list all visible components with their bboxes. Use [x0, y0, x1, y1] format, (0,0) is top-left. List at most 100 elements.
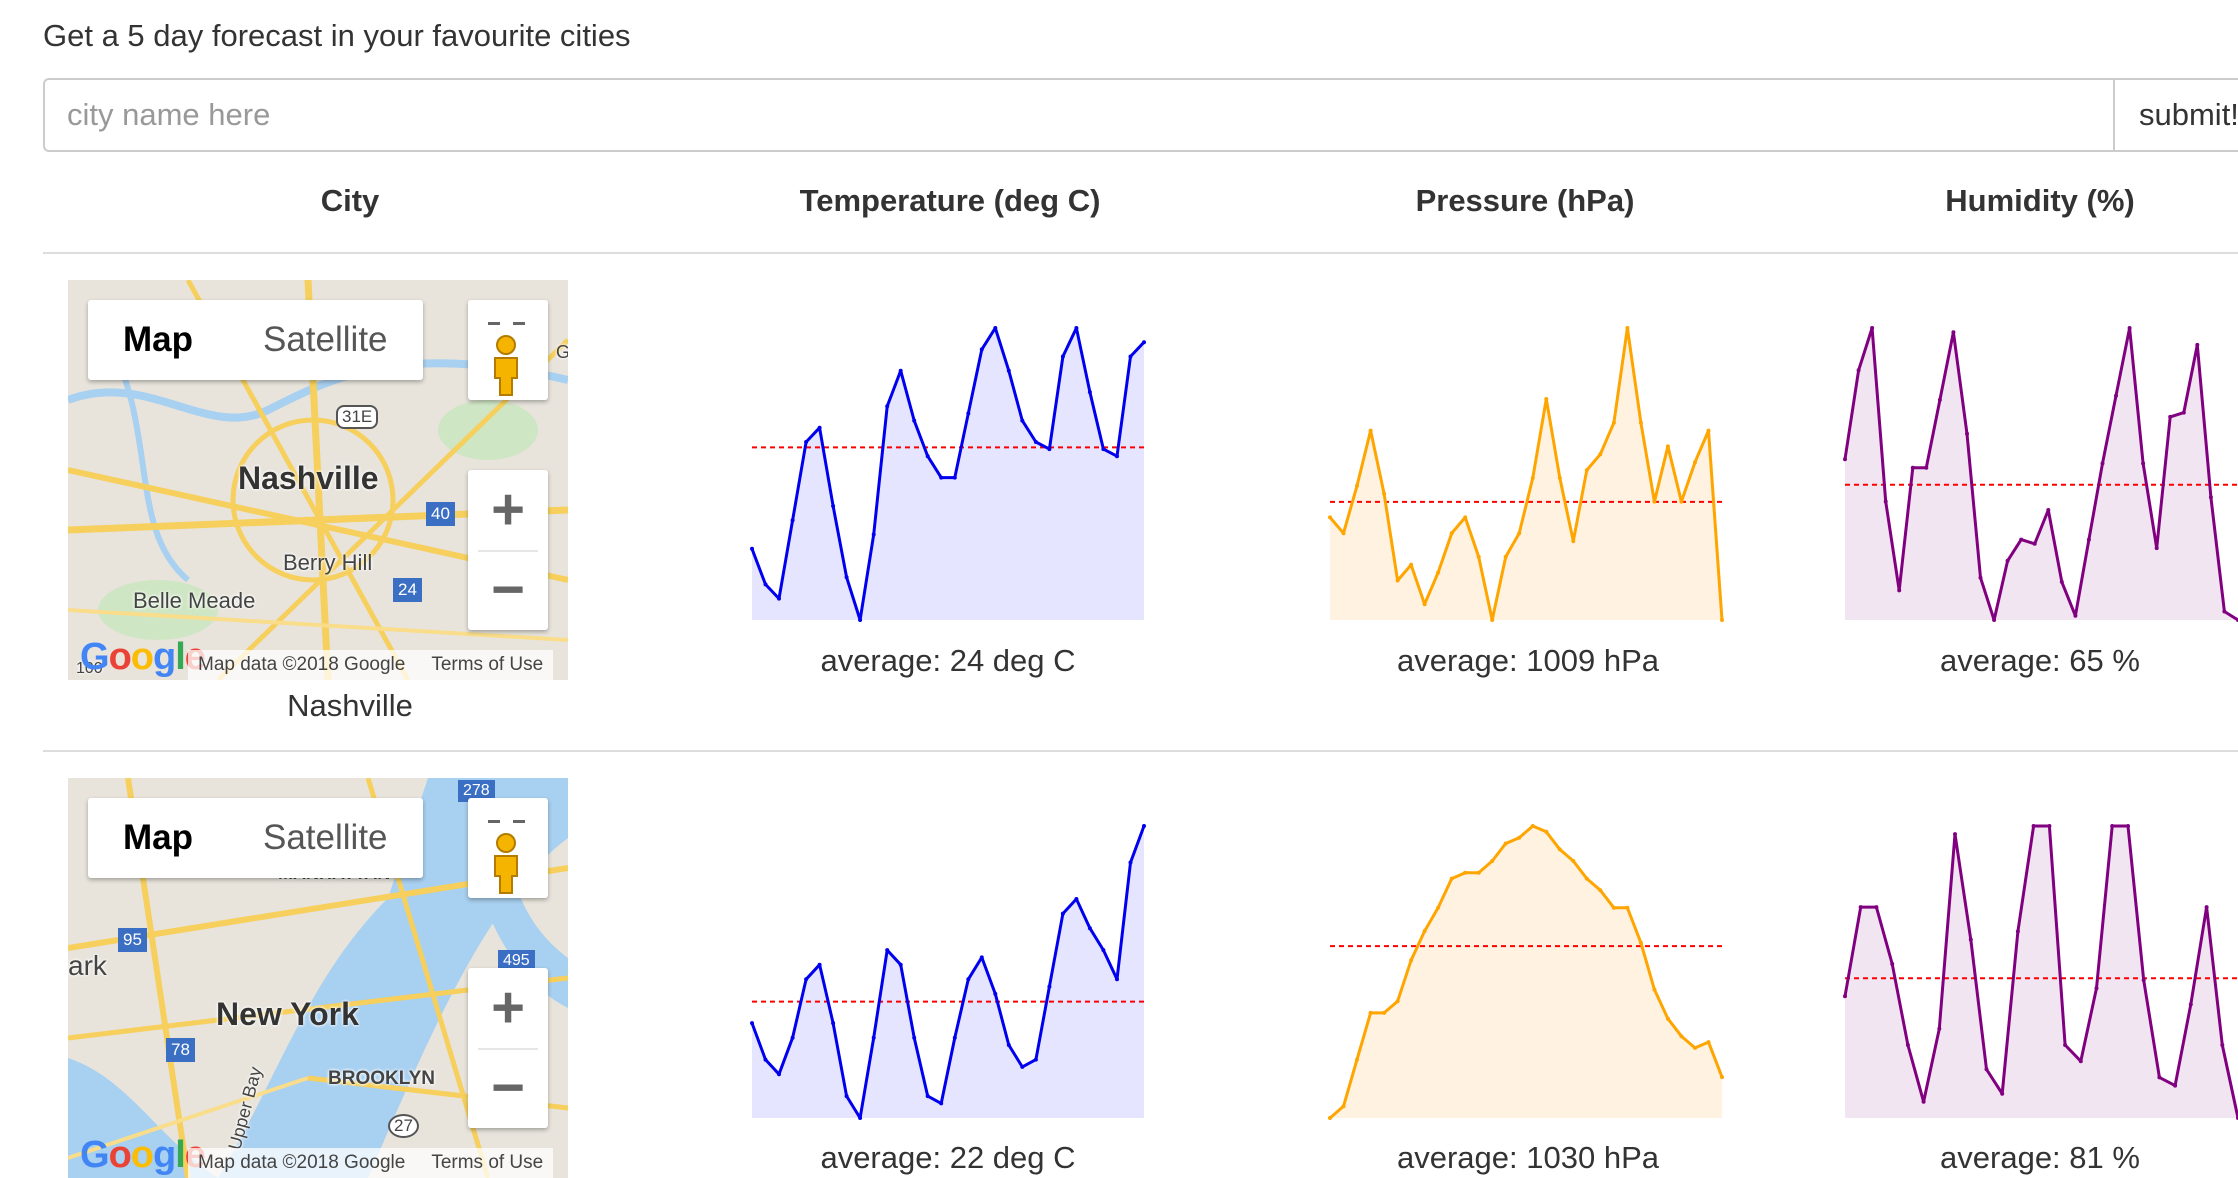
pressure-point — [1341, 531, 1346, 536]
temperature-point — [844, 1094, 849, 1099]
pegman-icon[interactable] — [468, 300, 548, 400]
humidity-point — [1890, 961, 1895, 966]
humidity-point — [2047, 824, 2052, 828]
pressure-point — [1409, 562, 1414, 567]
header-divider — [43, 252, 2238, 254]
pressure-average: average: 1009 hPa — [1397, 643, 1659, 678]
zoom-control: + − — [468, 968, 548, 1128]
humidity-point — [2100, 461, 2105, 466]
pressure-point — [1355, 1057, 1359, 1062]
zoom-out-icon[interactable]: − — [491, 1055, 525, 1120]
page-subtitle: Get a 5 day forecast in your favourite c… — [43, 18, 631, 53]
temperature-point — [831, 504, 836, 508]
temperature-point — [912, 1035, 917, 1040]
map-type-map-button[interactable]: Map — [123, 320, 193, 359]
google-logo[interactable]: Google — [80, 1134, 206, 1176]
humidity-point — [1856, 368, 1861, 373]
pressure-line — [1328, 326, 1724, 622]
pressure-point — [1328, 1116, 1332, 1120]
temperature-point — [858, 618, 863, 622]
pressure-point — [1395, 999, 1400, 1004]
humidity-line — [1843, 326, 2238, 622]
route-shield: 31E — [336, 405, 379, 429]
temperature-point — [993, 326, 998, 330]
temperature-point — [939, 1101, 944, 1106]
pressure-point — [1611, 420, 1616, 425]
map-type-satellite-button[interactable]: Satellite — [263, 818, 388, 857]
pegman-icon[interactable] — [468, 798, 548, 898]
header-city: City — [320, 183, 380, 218]
map-label-edge: ark — [68, 950, 107, 981]
temperature-point — [1074, 897, 1079, 901]
temperature-point — [1047, 984, 1052, 989]
zoom-divider — [478, 1048, 538, 1050]
map-type-satellite-button[interactable]: Satellite — [263, 320, 388, 359]
temperature-point — [1115, 977, 1119, 982]
temperature-point — [939, 475, 944, 480]
interstate-shield: 495 — [498, 950, 535, 972]
map-type-map-button[interactable]: Map — [123, 818, 193, 857]
humidity-point — [2127, 326, 2132, 330]
temperature-point — [858, 1116, 863, 1120]
pressure-point — [1598, 452, 1603, 457]
humidity-point — [2032, 541, 2037, 546]
humidity-point — [2015, 929, 2020, 934]
city-map[interactable]: New York BROOKLYN MANHATTAN 95 78 495 27… — [68, 778, 568, 1178]
map-label-main: Nashville — [238, 460, 379, 496]
map-data-credit: Map data ©2018 Google — [198, 1152, 406, 1173]
humidity-point — [2046, 508, 2051, 512]
interstate-shield: 278 — [458, 780, 495, 802]
humidity-point — [1924, 465, 1929, 470]
temperature-point — [763, 582, 768, 587]
pressure-point — [1693, 460, 1697, 465]
pressure-point — [1652, 987, 1657, 992]
zoom-in-icon[interactable]: + — [491, 477, 525, 542]
zoom-divider — [478, 550, 538, 552]
google-logo[interactable]: Google — [80, 636, 206, 678]
pressure-point — [1463, 870, 1468, 875]
pressure-point — [1720, 1075, 1724, 1080]
humidity-point — [2204, 905, 2209, 910]
zoom-out-icon[interactable]: − — [491, 557, 525, 622]
terms-of-use-link[interactable]: Terms of Use — [431, 654, 544, 675]
interstate-shield: 24 — [393, 578, 422, 602]
pressure-point — [1611, 905, 1616, 910]
pressure-point — [1517, 531, 1522, 536]
row-divider — [43, 750, 2238, 752]
terms-of-use-link[interactable]: Terms of Use — [431, 1152, 544, 1173]
humidity-point — [2168, 414, 2173, 419]
temperature-point — [885, 404, 890, 409]
temperature-point — [993, 991, 998, 996]
temperature-point — [925, 454, 930, 459]
pressure-point — [1706, 1040, 1711, 1045]
pressure-point — [1557, 475, 1562, 480]
pegman-icon-shape — [488, 820, 525, 894]
temperature-point — [750, 1021, 754, 1026]
city-map[interactable]: Nashville Berry Hill Belle Meade 31E 40 … — [68, 280, 568, 680]
temperature-average: average: 24 deg C — [820, 643, 1076, 678]
temperature-line — [750, 825, 1146, 1120]
humidity-point — [1921, 1099, 1926, 1104]
temperature-point — [1142, 824, 1146, 828]
route-shield: 100 — [76, 660, 103, 677]
map-data-credit: Map data ©2018 Google — [198, 654, 406, 675]
humidity-point — [1905, 1043, 1910, 1047]
pressure-point — [1355, 483, 1359, 488]
zoom-in-icon[interactable]: + — [491, 975, 525, 1040]
city-search-input[interactable] — [43, 78, 2113, 152]
humidity-chart — [1843, 824, 2238, 1120]
pressure-point — [1422, 602, 1427, 607]
temperature-point — [1101, 948, 1106, 953]
humidity-point — [2208, 495, 2213, 500]
interstate-shield: 78 — [166, 1038, 195, 1062]
humidity-point — [2141, 978, 2146, 983]
pressure-point — [1638, 940, 1643, 945]
temperature-point — [804, 440, 809, 444]
submit-button[interactable]: submit! — [2113, 78, 2238, 152]
pressure-point — [1490, 618, 1495, 622]
pressure-point — [1557, 847, 1562, 852]
temperature-point — [1060, 354, 1065, 359]
temperature-point — [966, 977, 971, 982]
pressure-point — [1598, 888, 1603, 893]
pressure-point — [1571, 859, 1576, 863]
